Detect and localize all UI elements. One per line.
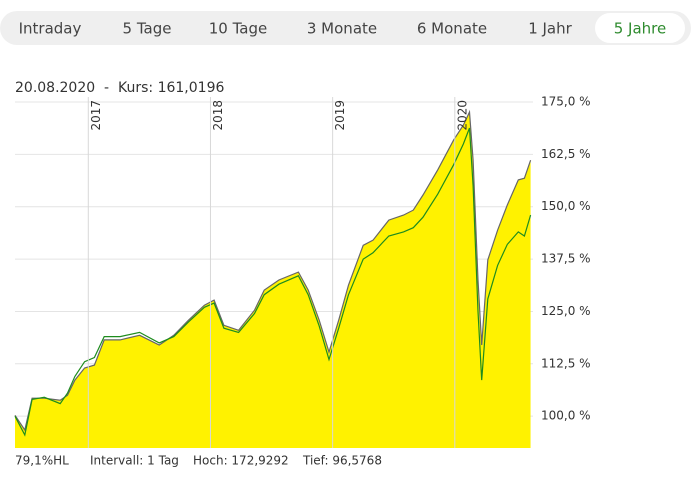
y-tick-label: 137,5 % (541, 252, 591, 266)
tab[interactable]: 1 Jahr (528, 20, 572, 38)
y-tick-label: 150,0 % (541, 199, 591, 213)
chart-info: 20.08.2020 - Kurs: 161,0196 (15, 80, 224, 96)
x-tick-label: 2019 (333, 100, 347, 131)
y-tick-label: 112,5 % (541, 356, 591, 370)
y-tick-label: 175,0 % (541, 95, 591, 109)
y-tick-label: 162,5 % (541, 147, 591, 161)
line (14, 127, 532, 437)
x-tick-label: 2020 (455, 100, 469, 131)
x-tick-label: 2018 (211, 100, 225, 131)
footer-text: Hoch: 172,9292 (193, 454, 289, 468)
tab[interactable]: Intraday (19, 20, 82, 38)
footer-text: Tief: 96,5768 (302, 454, 382, 468)
area (15, 112, 531, 448)
y-tick-label: 100,0 % (541, 409, 591, 423)
footer-text: 79,1%HL (15, 454, 69, 468)
tab[interactable]: 5 Jahre (614, 20, 667, 38)
footer-text: Intervall: 1 Tag (90, 454, 179, 468)
tab[interactable]: 6 Monate (417, 20, 487, 38)
tab[interactable]: 3 Monate (307, 20, 377, 38)
tab[interactable]: 5 Tage (123, 20, 172, 38)
tab-bar (0, 11, 691, 45)
y-tick-label: 125,0 % (541, 304, 591, 318)
x-tick-label: 2017 (89, 100, 103, 131)
tab[interactable]: 10 Tage (209, 20, 267, 38)
tab-active-bg (595, 13, 685, 43)
line (14, 109, 532, 432)
